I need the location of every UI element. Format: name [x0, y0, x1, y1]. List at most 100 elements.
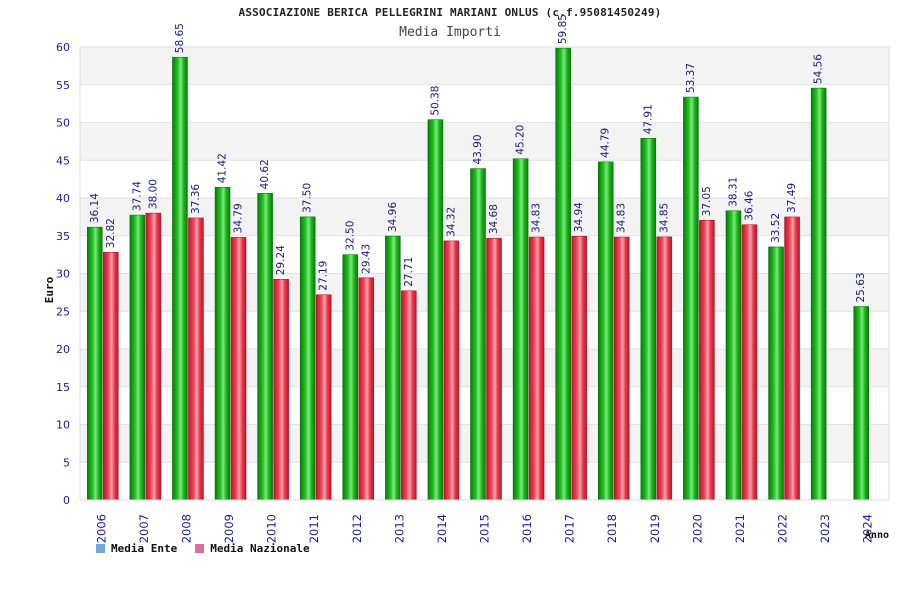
bar-media-ente: [810, 87, 827, 501]
chart-title: ASSOCIAZIONE BERICA PELLEGRINI MARIANI O…: [238, 6, 662, 19]
data-label: 59.85: [557, 14, 569, 44]
y-tick-label: 60: [56, 41, 70, 54]
bar-media-nazionale: [613, 236, 630, 501]
bar-media-nazionale: [230, 237, 247, 501]
data-label: 37.36: [190, 184, 202, 214]
y-tick-label: 40: [56, 192, 70, 205]
bar-media-nazionale: [571, 235, 587, 501]
x-tick-label: 2022: [776, 514, 790, 543]
legend-swatch-ente: [96, 544, 105, 553]
data-label: 50.38: [429, 86, 441, 116]
data-label: 37.05: [701, 186, 713, 216]
data-label: 37.50: [302, 183, 314, 213]
x-tick-label: 2016: [520, 514, 534, 543]
data-label: 32.50: [344, 221, 356, 251]
data-label: 29.43: [360, 244, 372, 274]
tick-labels: 0 5 10 15 20 25 30 35 40 45 50 55 60 2006 2007 2008 2009…: [56, 41, 875, 543]
data-label: 36.14: [89, 193, 101, 223]
bar-media-ente: [555, 47, 571, 501]
bar-media-nazionale: [315, 294, 332, 501]
legend: Media Ente Media Nazionale: [96, 542, 310, 555]
legend-label: Media Nazionale: [210, 542, 310, 555]
bar-media-nazionale: [188, 217, 204, 501]
bar-media-nazionale: [656, 236, 673, 501]
legend-item-media-nazionale: Media Nazionale: [195, 542, 310, 555]
bar-media-ente: [768, 246, 784, 501]
bar-media-ente: [683, 96, 699, 501]
y-tick-label: 0: [63, 494, 70, 507]
bar-media-nazionale: [145, 212, 162, 501]
bar-media-ente: [597, 161, 614, 501]
bar-media-nazionale: [486, 237, 502, 501]
plot-band: [80, 47, 889, 85]
bar-media-ente: [87, 226, 103, 501]
x-tick-label: 2014: [435, 514, 449, 543]
bar-media-nazionale: [401, 290, 417, 501]
axes: [79, 46, 890, 501]
data-label: 34.94: [573, 202, 585, 232]
x-tick-label: 2006: [94, 514, 108, 543]
bar-media-nazionale: [528, 236, 545, 501]
bar-media-nazionale: [784, 216, 800, 501]
bar-media-ente: [342, 254, 359, 501]
bar-media-ente: [640, 138, 657, 501]
bar-media-ente: [853, 306, 869, 501]
y-tick-label: 35: [56, 230, 70, 243]
plot-frame: [79, 46, 890, 501]
bars: [87, 47, 869, 501]
y-tick-label: 50: [56, 117, 70, 130]
bar-media-ente: [129, 214, 146, 501]
data-label: 45.20: [515, 125, 527, 155]
data-label: 34.68: [488, 204, 500, 234]
bar-media-ente: [257, 193, 273, 501]
y-tick-label: 20: [56, 343, 70, 356]
data-label: 47.91: [642, 104, 654, 134]
data-label: 38.00: [147, 179, 159, 209]
data-label: 38.31: [727, 177, 739, 207]
data-label: 41.42: [217, 153, 229, 183]
x-tick-label: 2023: [818, 514, 832, 543]
data-label: 27.71: [403, 257, 415, 287]
plot-band: [80, 84, 889, 123]
bar-media-nazionale: [358, 277, 375, 501]
plot-band: [80, 122, 889, 161]
y-axis-label: Euro: [43, 276, 56, 303]
data-label: 36.46: [743, 190, 755, 220]
bar-media-ente: [470, 168, 486, 501]
legend-label: Media Ente: [111, 542, 178, 555]
data-label: 32.82: [105, 218, 117, 248]
bar-media-ente: [299, 216, 316, 501]
bar-media-ente: [427, 119, 444, 501]
bar-media-nazionale: [699, 220, 715, 501]
data-label: 37.49: [786, 183, 798, 213]
y-tick-label: 5: [63, 456, 70, 469]
data-label: 29.24: [275, 245, 287, 275]
data-label: 34.83: [616, 203, 628, 233]
data-label: 34.96: [387, 202, 399, 232]
bar-media-nazionale: [443, 240, 460, 501]
x-axis-label: Anno: [865, 530, 889, 541]
x-tick-label: 2015: [478, 514, 492, 543]
x-tick-label: 2013: [392, 514, 406, 543]
bar-media-nazionale: [741, 224, 758, 501]
data-label: 33.52: [770, 213, 782, 243]
y-tick-label: 30: [56, 268, 70, 281]
legend-item-media-ente: Media Ente: [96, 542, 177, 555]
data-label: 25.63: [855, 272, 867, 302]
bar-media-ente: [725, 210, 742, 501]
x-tick-label: 2019: [648, 514, 662, 543]
x-tick-label: 2012: [350, 514, 364, 543]
bar-media-ente: [172, 56, 188, 501]
data-label: 44.79: [600, 128, 612, 158]
y-tick-label: 45: [56, 154, 70, 167]
data-label: 34.32: [445, 207, 457, 237]
x-tick-label: 2011: [307, 514, 321, 543]
chart-subtitle: Media Importi: [399, 25, 501, 40]
x-tick-label: 2017: [563, 514, 577, 543]
data-label: 53.37: [685, 63, 697, 93]
value-labels: 36.14 32.82 37.74 38.00 58.65 37.36 41.42 34.79…: [89, 14, 867, 302]
y-tick-label: 25: [56, 305, 70, 318]
data-label: 34.85: [658, 203, 670, 233]
x-tick-label: 2007: [137, 514, 151, 543]
